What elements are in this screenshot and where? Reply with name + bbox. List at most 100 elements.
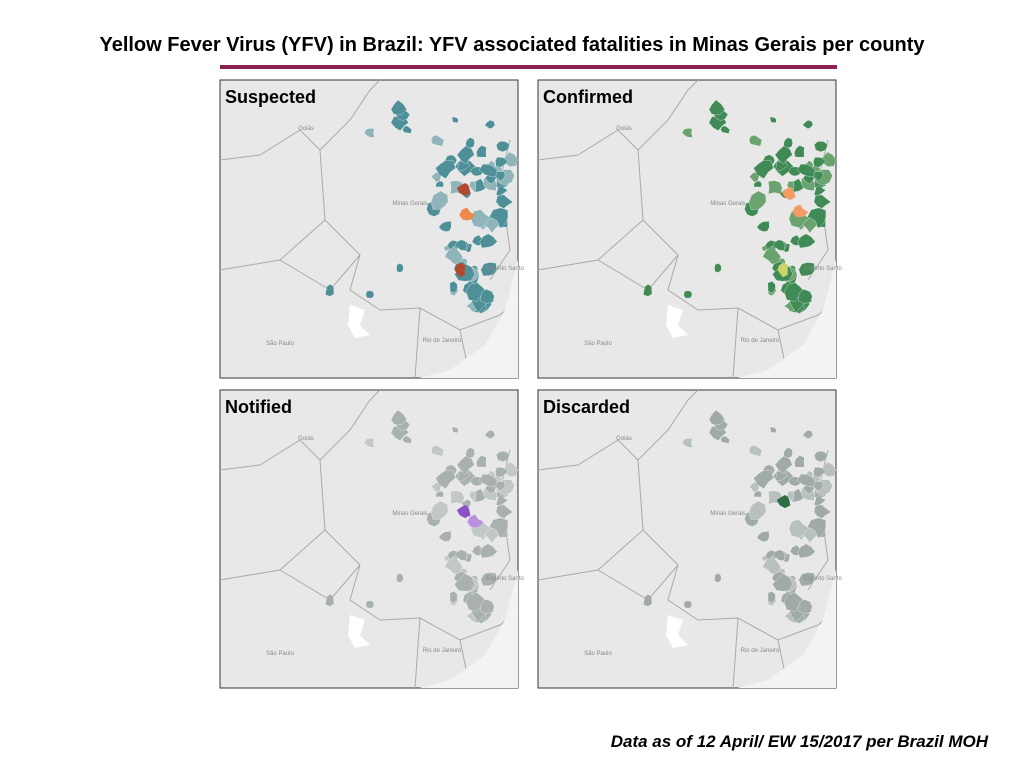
county — [430, 190, 449, 210]
county — [496, 451, 510, 463]
panel-label: Notified — [225, 397, 292, 417]
county — [681, 438, 693, 448]
map-place-label: Minas Gerais — [710, 201, 745, 207]
county — [363, 128, 375, 138]
county — [794, 145, 805, 158]
county — [495, 467, 509, 478]
county — [753, 490, 762, 498]
county — [768, 180, 783, 195]
county — [767, 281, 776, 294]
county — [478, 473, 498, 488]
county — [435, 159, 456, 180]
county — [476, 455, 487, 468]
county — [813, 504, 832, 519]
county — [798, 572, 815, 587]
county — [748, 190, 767, 210]
county — [451, 116, 459, 123]
county — [798, 289, 813, 304]
county — [756, 221, 770, 232]
county — [435, 469, 456, 490]
county — [792, 178, 806, 193]
lake — [348, 305, 370, 338]
county — [748, 134, 763, 147]
county-highlight — [781, 187, 796, 200]
ocean — [738, 260, 836, 378]
map-background — [537, 389, 837, 689]
map-place-label: São Paulo — [584, 651, 612, 657]
county — [390, 409, 408, 426]
county — [802, 527, 818, 544]
county — [480, 289, 495, 304]
county — [363, 438, 375, 448]
county-highlight — [777, 262, 788, 278]
county — [813, 157, 827, 168]
map-place-label: São Paulo — [266, 651, 294, 657]
county — [480, 599, 495, 614]
county — [450, 490, 465, 505]
county — [720, 435, 730, 444]
county — [813, 495, 827, 506]
county — [465, 137, 475, 149]
lake — [666, 615, 688, 648]
county — [802, 217, 818, 234]
county — [797, 543, 816, 559]
slide-title: Yellow Fever Virus (YFV) in Brazil: YFV … — [99, 34, 925, 56]
title-rule — [220, 65, 837, 69]
county — [479, 543, 498, 559]
county — [402, 435, 412, 444]
county-highlight — [454, 262, 465, 278]
map-place-label: Rio de Janeiro — [423, 338, 462, 344]
county — [465, 592, 487, 612]
county — [495, 185, 509, 196]
panel-label: Confirmed — [543, 87, 633, 107]
county — [794, 455, 805, 468]
map-place-label: Rio de Janeiro — [423, 648, 462, 654]
county — [753, 180, 762, 188]
map-background — [537, 79, 837, 379]
county — [454, 573, 475, 592]
map-place-label: Rio de Janeiro — [741, 648, 780, 654]
county — [798, 262, 815, 277]
county — [753, 159, 774, 180]
county — [769, 426, 777, 433]
county — [683, 600, 693, 609]
county — [390, 99, 408, 116]
county — [325, 594, 335, 607]
county — [479, 233, 498, 249]
county — [767, 591, 776, 604]
county-highlight — [776, 495, 791, 508]
county — [396, 573, 404, 583]
map-place-label: Goiás — [298, 436, 314, 442]
county — [365, 600, 375, 609]
county — [478, 163, 498, 178]
county-highlight — [456, 183, 471, 196]
ocean — [738, 570, 836, 688]
map-place-label: Minas Gerais — [392, 511, 427, 517]
map-place-label: Goiás — [616, 436, 632, 442]
county — [496, 141, 510, 153]
map-place-label: São Paulo — [584, 341, 612, 347]
map-place-label: Espírito Santo — [486, 576, 524, 582]
county — [783, 137, 793, 149]
county-highlight — [459, 207, 476, 221]
map-panel: Discarded Goiás Minas Gerais Espírito Santo… — [537, 389, 843, 689]
county — [814, 141, 828, 153]
county — [792, 488, 806, 503]
county — [774, 455, 793, 475]
county — [495, 495, 509, 506]
county-highlight — [456, 505, 471, 518]
map-place-label: Espírito Santo — [486, 266, 524, 272]
county — [643, 284, 653, 297]
footer: Data as of 12 April/ EW 15/2017 per Braz… — [610, 732, 988, 751]
county — [748, 444, 763, 457]
county — [402, 125, 412, 134]
county — [714, 263, 722, 273]
county — [476, 145, 487, 158]
county — [814, 451, 828, 463]
county — [772, 549, 785, 561]
county — [465, 447, 475, 459]
map-place-label: Minas Gerais — [392, 201, 427, 207]
county — [474, 488, 488, 503]
